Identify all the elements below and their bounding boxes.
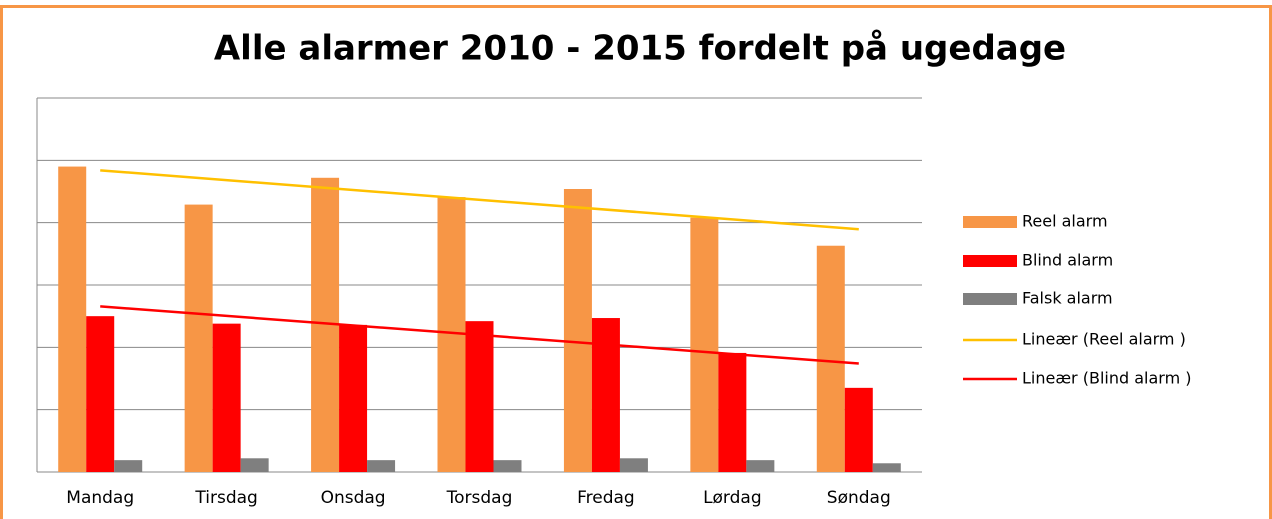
x-tick-label: Torsdag <box>446 488 513 508</box>
bar <box>718 352 747 472</box>
x-tick-label: Mandag <box>66 488 134 508</box>
bar <box>339 324 368 472</box>
bar <box>844 387 873 472</box>
bar <box>746 460 775 472</box>
x-tick-label: Onsdag <box>321 488 386 508</box>
bar <box>872 463 901 472</box>
bar <box>690 217 719 472</box>
legend-label: Lineær (Reel alarm ) <box>1022 330 1186 349</box>
bar <box>816 245 845 472</box>
legend-swatch <box>963 293 1017 305</box>
trend-line <box>100 305 859 365</box>
bar <box>58 166 87 473</box>
bar <box>465 321 494 472</box>
legend-label: Blind alarm <box>1022 251 1113 270</box>
bar <box>240 458 269 472</box>
bar <box>591 318 620 472</box>
bar <box>367 460 396 472</box>
trend-line <box>100 169 859 231</box>
x-tick-label: Fredag <box>577 488 635 508</box>
legend-label: Falsk alarm <box>1022 289 1113 308</box>
bar <box>212 323 241 472</box>
bar <box>114 460 143 472</box>
legend-label: Reel alarm <box>1022 212 1108 231</box>
bar <box>493 460 522 472</box>
bar <box>184 204 213 472</box>
legend-swatch <box>963 255 1017 267</box>
x-tick-label: Søndag <box>827 488 891 508</box>
chart-title: Alle alarmer 2010 - 2015 fordelt på uged… <box>214 29 1066 69</box>
legend-label: Lineær (Blind alarm ) <box>1022 369 1191 388</box>
x-tick-label: Tirsdag <box>194 488 257 508</box>
bar <box>563 189 592 473</box>
bar <box>86 316 115 472</box>
bar <box>619 458 648 472</box>
x-tick-label: Lørdag <box>703 488 762 508</box>
legend-swatch <box>963 216 1017 228</box>
